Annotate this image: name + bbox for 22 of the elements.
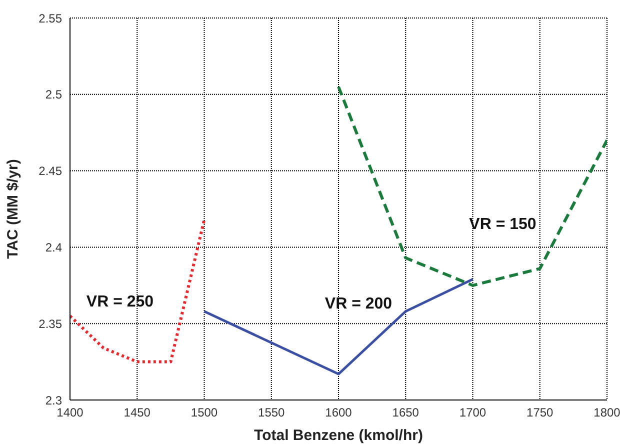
y-tick-label: 2.4 (45, 240, 62, 254)
x-tick-label: 1800 (594, 406, 621, 420)
y-tick-label: 2.5 (45, 88, 62, 102)
y-tick-label: 2.55 (38, 11, 62, 26)
x-tick-label: 1450 (124, 406, 151, 420)
y-tick-label: 2.35 (38, 316, 62, 331)
x-tick-label: 1750 (526, 406, 554, 420)
x-tick-label: 1700 (459, 406, 486, 420)
series-label: VR = 250 (86, 293, 154, 310)
x-tick-label: 1550 (258, 406, 286, 420)
y-tick-label: 2.3 (45, 393, 62, 408)
y-axis-title: TAC (MM $/yr) (4, 159, 22, 259)
line-series (70, 218, 206, 364)
x-axis-title: Total Benzene (kmol/hr) (254, 427, 423, 444)
x-tick-label: 1650 (392, 406, 420, 420)
x-tick-label: 1400 (56, 406, 84, 420)
y-tick-label: 2.45 (38, 164, 62, 178)
series-label: VR = 200 (324, 296, 392, 313)
x-tick-label: 1500 (190, 406, 218, 420)
series-label: VR = 150 (469, 216, 536, 233)
x-tick-label: 1600 (325, 406, 352, 420)
line-series (337, 85, 607, 287)
